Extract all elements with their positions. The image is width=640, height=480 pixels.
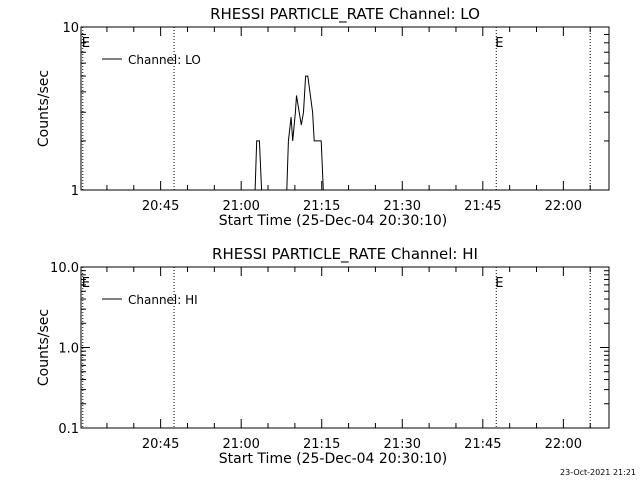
x-tick-label: 21:15 [303,437,340,452]
chart-panel-1: RHESSI PARTICLE_RATE Channel: LO 1 10 20:45… [36,5,610,229]
x-tick-label: 21:30 [384,437,421,452]
x-tick-label: 22:00 [545,199,582,214]
legend-label: Channel: LO [128,53,201,67]
x-tick-label: 21:45 [464,437,501,452]
y-tick-label: 10 [62,21,79,36]
x-axis-label: Start Time (25-Dec-04 20:30:10) [219,213,447,229]
x-tick-label: 22:00 [545,437,582,452]
chart-title: RHESSI PARTICLE_RATE Channel: LO [210,5,480,24]
y-tick-label: 1.0 [58,342,79,357]
y-tick-label: 10.0 [50,261,79,276]
x-tick-label: 21:45 [464,199,501,214]
y-axis-label: Counts/sec [36,70,52,147]
x-tick-label: 21:30 [384,199,421,214]
x-tick-label: 20:45 [142,437,179,452]
plot-frame [80,26,610,191]
y-tick-label: 0.1 [58,422,79,437]
footer-timestamp: 23-Oct-2021 21:21 [560,468,636,477]
event-marker-label: E [495,36,503,51]
chart-title: RHESSI PARTICLE_RATE Channel: HI [212,245,478,264]
event-marker-label: E [495,276,503,291]
x-axis-label: Start Time (25-Dec-04 20:30:10) [219,451,447,467]
x-tick-label: 21:00 [222,199,259,214]
legend-label: Channel: HI [128,293,198,307]
x-tick-label: 20:45 [142,199,179,214]
y-axis-label: Counts/sec [36,309,52,386]
event-marker-label: E [82,276,90,291]
y-tick-label: 1 [71,184,79,199]
x-tick-label: 21:15 [303,199,340,214]
chart-panel-2: RHESSI PARTICLE_RATE Channel: HI 0.1 1.0 10… [36,245,610,467]
series-line-1 [254,75,324,191]
x-tick-label: 21:00 [222,437,259,452]
plot-frame [80,266,610,429]
event-marker-label: E [82,36,90,51]
